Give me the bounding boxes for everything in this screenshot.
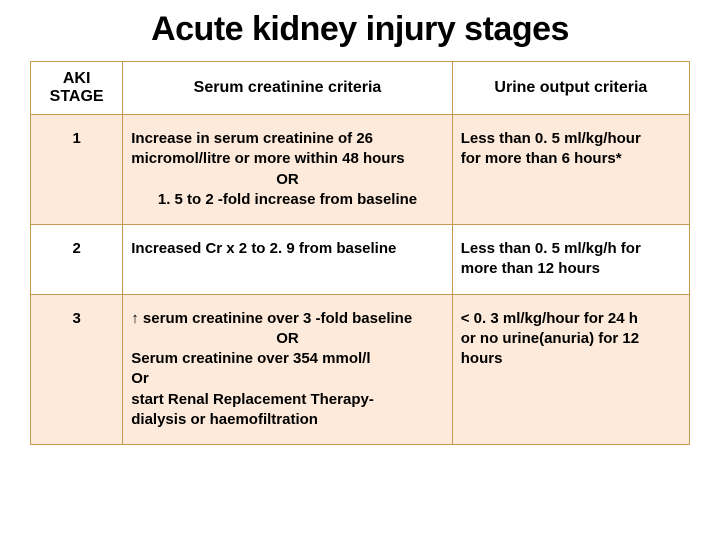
- serum-cell: ↑ serum creatinine over 3 -fold baseline…: [123, 294, 453, 445]
- serum-cell: Increase in serum creatinine of 26 micro…: [123, 115, 453, 225]
- stage-cell: 3: [31, 294, 123, 445]
- serum-or: OR: [131, 170, 444, 190]
- col-header-urine: Urine output criteria: [452, 62, 689, 115]
- serum-or: OR: [131, 329, 444, 349]
- serum-text: Increased Cr x 2 to 2. 9 from baseline: [131, 239, 444, 259]
- serum-cell: Increased Cr x 2 to 2. 9 from baseline: [123, 225, 453, 295]
- urine-text: Less than 0. 5 ml/kg/hour: [461, 129, 681, 149]
- urine-text: more than 12 hours: [461, 259, 681, 279]
- urine-cell: < 0. 3 ml/kg/hour for 24 h or no urine(a…: [452, 294, 689, 445]
- table-row: 3 ↑ serum creatinine over 3 -fold baseli…: [31, 294, 690, 445]
- urine-text: < 0. 3 ml/kg/hour for 24 h: [461, 309, 681, 329]
- stage-cell: 1: [31, 115, 123, 225]
- page-title: Acute kidney injury stages: [30, 10, 690, 49]
- urine-cell: Less than 0. 5 ml/kg/h for more than 12 …: [452, 225, 689, 295]
- table-row: 1 Increase in serum creatinine of 26 mic…: [31, 115, 690, 225]
- serum-text: Or: [131, 369, 444, 389]
- urine-text: or no urine(anuria) for 12: [461, 329, 681, 349]
- serum-text: 1. 5 to 2 -fold increase from baseline: [131, 190, 444, 210]
- serum-text: ↑ serum creatinine over 3 -fold baseline: [131, 309, 444, 329]
- serum-text: Serum creatinine over 354 mmol/l: [131, 349, 444, 369]
- serum-text: start Renal Replacement Therapy-: [131, 390, 444, 410]
- aki-stages-table: AKI STAGE Serum creatinine criteria Urin…: [30, 61, 690, 445]
- urine-text: hours: [461, 349, 681, 369]
- col-header-stage: AKI STAGE: [31, 62, 123, 115]
- serum-text: micromol/litre or more within 48 hours: [131, 149, 444, 169]
- urine-text: Less than 0. 5 ml/kg/h for: [461, 239, 681, 259]
- col-header-serum: Serum creatinine criteria: [123, 62, 453, 115]
- urine-cell: Less than 0. 5 ml/kg/hour for more than …: [452, 115, 689, 225]
- table-header-row: AKI STAGE Serum creatinine criteria Urin…: [31, 62, 690, 115]
- urine-text: for more than 6 hours*: [461, 149, 681, 169]
- serum-text: dialysis or haemofiltration: [131, 410, 444, 430]
- serum-text: Increase in serum creatinine of 26: [131, 129, 444, 149]
- stage-cell: 2: [31, 225, 123, 295]
- table-row: 2 Increased Cr x 2 to 2. 9 from baseline…: [31, 225, 690, 295]
